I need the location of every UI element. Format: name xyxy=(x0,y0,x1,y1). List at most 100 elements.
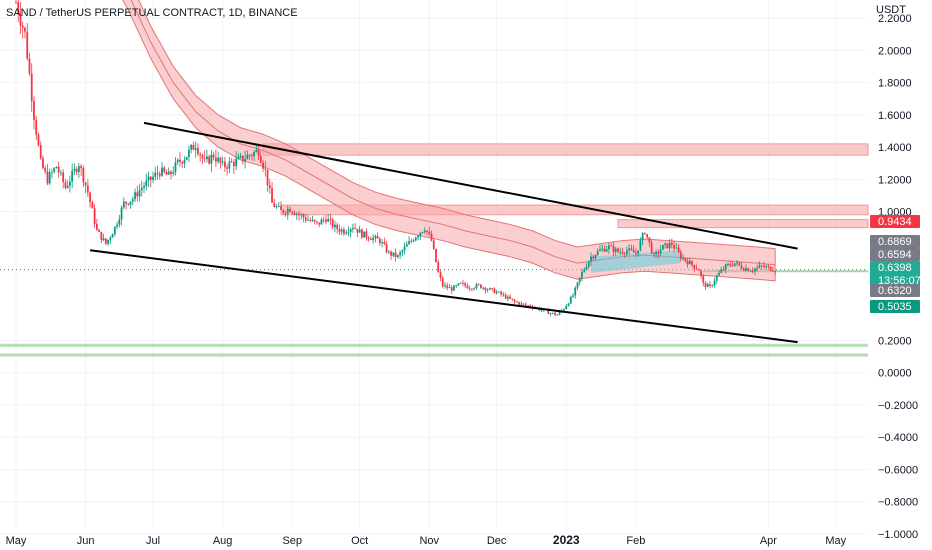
candle-body xyxy=(53,168,56,172)
time-axis[interactable]: May Jun Jul Aug Sep Oct Nov Dec 2023 Feb Apr May xyxy=(6,533,847,547)
candle-body xyxy=(55,166,58,169)
price-label-text: 0.9434 xyxy=(878,216,912,228)
candle xyxy=(756,264,759,272)
candle xyxy=(731,261,734,267)
trendlines xyxy=(89,121,798,344)
candle-body xyxy=(244,159,246,162)
price-label-bg xyxy=(870,284,920,297)
candle-body xyxy=(138,190,141,197)
candle xyxy=(619,247,622,256)
candle xyxy=(367,236,370,242)
candle-body xyxy=(372,237,375,241)
candle xyxy=(381,239,383,247)
candle xyxy=(551,312,554,315)
candle xyxy=(185,156,188,161)
candle xyxy=(80,164,83,176)
candle-body xyxy=(511,298,514,300)
candle xyxy=(293,210,296,216)
candle-body xyxy=(163,167,166,172)
candle xyxy=(621,248,624,255)
candle-body xyxy=(374,235,377,238)
candle xyxy=(230,158,233,163)
candle xyxy=(567,302,570,307)
candle xyxy=(704,281,707,291)
y-tick-label: −0.8000 xyxy=(878,497,918,509)
candle xyxy=(576,281,579,291)
price-label: 0.9434 xyxy=(870,215,920,228)
candle xyxy=(729,260,732,268)
candle xyxy=(190,144,193,154)
candle xyxy=(125,201,127,210)
candle xyxy=(650,239,653,255)
candle xyxy=(648,237,651,248)
candle-body xyxy=(477,284,480,286)
candle-body xyxy=(634,252,637,254)
candle-body xyxy=(183,159,186,164)
candle xyxy=(682,253,684,261)
candle xyxy=(684,257,687,263)
candle-body xyxy=(704,282,707,287)
candle xyxy=(37,132,40,147)
candle-body xyxy=(334,224,336,228)
price-label: 0.6594 xyxy=(870,248,920,261)
price-label-bg xyxy=(870,235,920,248)
candle-body xyxy=(590,256,592,262)
y-tick-label: 2.2000 xyxy=(878,13,912,25)
candle-body xyxy=(327,218,330,222)
candle-body xyxy=(360,229,363,238)
candle xyxy=(639,237,642,252)
candle xyxy=(253,150,255,162)
candle-body xyxy=(565,305,568,310)
candle-body xyxy=(266,169,269,186)
candle-body xyxy=(172,172,175,174)
candle xyxy=(298,210,300,221)
candle xyxy=(594,254,597,261)
candle-body xyxy=(129,201,132,205)
candle xyxy=(608,243,610,255)
price-label-text: 0.6869 xyxy=(878,236,912,248)
candle xyxy=(677,244,680,254)
candle-body xyxy=(747,268,750,271)
candle-body xyxy=(69,181,71,186)
candle xyxy=(702,273,705,287)
candle-body xyxy=(73,168,76,171)
candle-body xyxy=(149,176,152,180)
candle xyxy=(724,263,727,274)
candle xyxy=(369,236,372,241)
candle xyxy=(700,269,702,280)
candle xyxy=(197,143,199,157)
candle-body xyxy=(131,199,134,202)
candle-body xyxy=(709,284,711,286)
candle-body xyxy=(547,309,550,314)
candle xyxy=(747,267,750,272)
candle-body xyxy=(556,314,559,316)
candle xyxy=(311,215,314,223)
candle-body xyxy=(655,251,658,254)
candle-body xyxy=(551,312,554,314)
candle-body xyxy=(628,248,631,251)
candle xyxy=(670,238,673,249)
candle-body xyxy=(228,161,231,169)
candle xyxy=(767,264,770,269)
candle xyxy=(691,260,693,268)
candle-body xyxy=(657,251,660,254)
candle xyxy=(64,178,67,190)
price-label-bg xyxy=(870,300,920,313)
candle xyxy=(493,287,496,294)
candle xyxy=(140,180,143,197)
candle-body xyxy=(601,248,604,250)
candle xyxy=(145,173,148,191)
candle-body xyxy=(241,155,244,162)
candle-body xyxy=(423,230,426,232)
candle-body xyxy=(502,294,505,296)
candle xyxy=(73,163,76,176)
candle-body xyxy=(39,145,42,159)
candle xyxy=(136,185,139,202)
candle xyxy=(161,162,163,178)
chart-title: SAND / TetherUS PERPETUAL CONTRACT, 1D, … xyxy=(6,7,298,19)
candle-body xyxy=(444,285,446,287)
candle-body xyxy=(482,287,485,289)
candle xyxy=(28,52,31,76)
candle xyxy=(583,267,586,273)
